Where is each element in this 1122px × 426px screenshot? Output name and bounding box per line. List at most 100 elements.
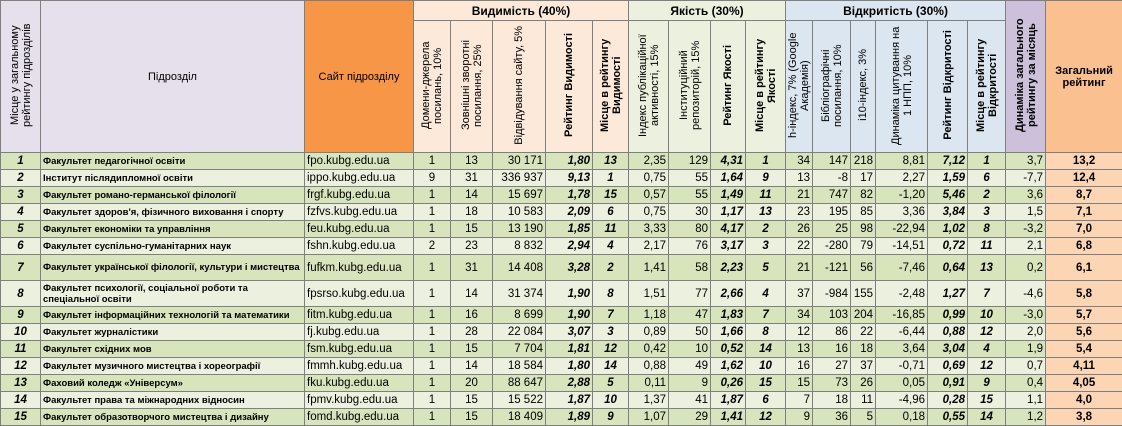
cell: 10 583 [492,203,546,221]
cell: 12 [745,408,787,426]
unit-name: Факультет суспільно-гуманітарних наук [40,237,305,255]
cell: 13 [450,152,493,170]
table-row: 10 Факультет журналістики fj.kubg.edu.ua 1 2… [0,323,1122,341]
cell: 10 [0,323,41,341]
cell: 204 [850,306,877,324]
cell: 1,02 [927,220,969,238]
cell: 85 [850,203,877,221]
cell: 16 [450,306,493,324]
column-header: Рейтинг Відкритості [927,20,969,153]
group-header: Відкритість (30%) [785,0,1007,21]
cell: 15 [745,374,787,392]
cell: 3,6 [1005,186,1047,204]
total-rating: 6,8 [1045,237,1122,255]
cell: 18 [450,203,493,221]
cell: 31 [450,254,493,281]
table-row: 8 Факультет психології, соціальної роботи… [0,280,1122,307]
column-header-text: Рейтинг Видимості [563,33,575,137]
column-header: Місце в рейтингу Відкритості [967,20,1007,153]
cell: 27 [812,357,852,375]
cell: 9 [668,374,712,392]
cell: 9 [0,306,41,324]
cell: 4 [745,280,787,307]
site: fpsrso.kubg.edu.ua [304,280,414,307]
cell: 1,89 [545,408,593,426]
cell: 0,42 [628,340,670,358]
column-header-text: i10-індекс, 3% [857,49,870,121]
cell: 7 [967,280,1007,307]
site: fshn.kubg.edu.ua [304,237,414,255]
cell: 8 [967,220,1007,238]
table-row: 14 Факультет права та міжнародних відноси… [0,391,1122,409]
cell: 1 [413,203,451,221]
cell: 1,90 [545,280,593,307]
total-rating: 5,4 [1045,340,1122,358]
cell: 11 [0,340,41,358]
cell: 1 [413,254,451,281]
cell: 18 409 [492,408,546,426]
cell: 1 [413,323,451,341]
column-header: i10-індекс, 3% [850,20,877,153]
cell: 1,81 [545,340,593,358]
column-header: h-індекс, 7% (Google Академія) [785,20,814,153]
cell: -984 [812,280,852,307]
cell: -280 [812,237,852,255]
table-body: 1 Факультет педагогічної освіти fpo.kubg.e… [0,152,1122,426]
cell: 18 [850,340,877,358]
cell: 747 [812,186,852,204]
cell: 12 [785,323,814,341]
cell: 2 [591,254,630,281]
cell: 1 [591,169,630,187]
cell: 15 [450,391,493,409]
cell: 13 [785,169,814,187]
cell: 3,33 [628,220,670,238]
cell: -14,51 [875,237,929,255]
cell: 16 [785,357,814,375]
total-rating: 5,8 [1045,280,1122,307]
cell: 15 697 [492,186,546,204]
cell: 218 [850,152,877,170]
site: fmmh.kubg.edu.ua [304,357,414,375]
group-header: Видимість (40%) [412,0,630,21]
cell: 14 [591,357,630,375]
total-rating: 12,4 [1045,169,1122,187]
unit-name: Фаховий коледж «Універсум» [40,374,305,392]
cell: 3,84 [927,203,969,221]
cell: 3,36 [875,203,929,221]
cell: 4 [591,237,630,255]
column-header: Індекс публікаційної активності, 15% [628,20,670,153]
cell: 15 [0,408,41,426]
table-row: 11 Факультет східних мов fsm.kubg.edu.ua 1 1… [0,340,1122,358]
cell: 3,7 [1005,152,1047,170]
cell: 22 [785,237,814,255]
total-rating: 4,0 [1045,391,1122,409]
cell: 1,87 [545,391,593,409]
cell: 7 [0,254,41,281]
cell: 4,31 [710,152,747,170]
cell: 1,37 [628,391,670,409]
cell: -0,71 [875,357,929,375]
cell: -7,7 [1005,169,1047,187]
cell: 22 [850,323,877,341]
column-header: Рейтинг Якості [710,20,747,153]
cell: 2,35 [628,152,670,170]
cell: 2 [745,220,787,238]
total-rating: 4,05 [1045,374,1122,392]
cell: 13 [967,254,1007,281]
total-rating: 3,8 [1045,408,1122,426]
total-rating: 8,7 [1045,186,1122,204]
total-rating: 6,1 [1045,254,1122,281]
cell: 31 [450,169,493,187]
cell: 0,11 [628,374,670,392]
column-header-text: Домени-джерела посилань, 10% [420,41,444,129]
cell: 15 [450,408,493,426]
cell: 7 [785,391,814,409]
cell: 76 [668,237,712,255]
cell: 1,80 [545,357,593,375]
cell: 2,0 [1005,323,1047,341]
column-header-text: Рейтинг Якості [722,44,735,126]
table-row: 13 Фаховий коледж «Універсум» fku.kubg.edu… [0,374,1122,392]
site: fomd.kubg.edu.ua [304,408,414,426]
cell: 6 [591,203,630,221]
